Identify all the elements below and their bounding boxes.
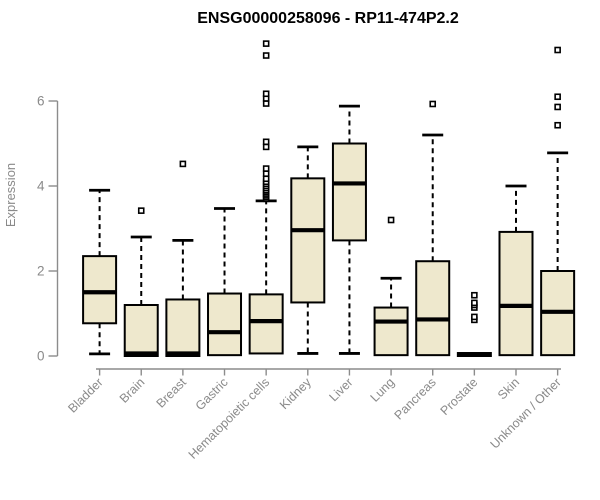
box-prostate [456, 291, 492, 357]
outlier-point [262, 100, 270, 107]
x-category-label: Brain [117, 375, 148, 406]
box-gastric [207, 207, 243, 357]
outlier-point [262, 165, 270, 172]
y-axis: 0 2 4 6 [37, 94, 59, 364]
y-tick-label: 2 [37, 264, 45, 279]
outlier-point [262, 90, 270, 98]
box-hematopoietic-cells [248, 40, 284, 355]
iqr-box [415, 260, 451, 357]
iqr-box [207, 292, 243, 357]
outlier-point [387, 216, 395, 224]
outlier-point [262, 40, 270, 47]
iqr-box [373, 306, 409, 357]
box-bladder [82, 188, 118, 356]
y-axis-title: Expression [3, 163, 18, 227]
box-unknown-other [540, 46, 576, 357]
outlier-point [179, 160, 187, 168]
x-category-label: Gastric [193, 375, 231, 413]
iqr-box [331, 142, 367, 242]
outlier-point [554, 121, 561, 129]
chart-title: ENSG00000258096 - RP11-474P2.2 [197, 10, 459, 27]
outlier-point [554, 103, 561, 111]
outlier-point [262, 170, 270, 177]
outlier-point [471, 291, 478, 299]
x-category-label: Prostate [438, 375, 481, 418]
plot-area [82, 40, 576, 358]
box-kidney [290, 145, 326, 355]
x-category-label: Hematopoietic cells [186, 375, 273, 462]
outlier-point [262, 175, 270, 183]
outlier-point [262, 138, 270, 146]
y-tick-label: 0 [37, 349, 45, 364]
x-category-label: Skin [495, 375, 522, 402]
box-pancreas [415, 100, 451, 357]
outlier-point [262, 143, 270, 151]
outlier-point [471, 313, 478, 321]
x-category-label: Pancreas [392, 375, 439, 422]
y-tick-label: 4 [37, 179, 45, 194]
x-category-label: Breast [154, 375, 190, 411]
outlier-point [262, 52, 270, 59]
x-category-label: Liver [327, 375, 356, 404]
outlier-point [554, 46, 561, 54]
outlier-point [137, 207, 145, 214]
iqr-box [498, 230, 534, 357]
x-category-label: Unknown / Other [488, 375, 564, 451]
x-category-label: Kidney [277, 375, 314, 412]
iqr-box [248, 293, 284, 355]
box-liver [331, 104, 367, 355]
box-brain [123, 207, 159, 357]
outlier-point [471, 299, 478, 307]
y-tick-label: 6 [37, 94, 45, 109]
box-lung [373, 216, 409, 357]
iqr-box [123, 304, 159, 357]
outlier-point [554, 93, 561, 101]
outlier-point [429, 100, 437, 108]
iqr-box [82, 255, 118, 325]
x-category-label: Lung [368, 375, 398, 405]
box-breast [165, 160, 201, 358]
iqr-box [290, 177, 326, 304]
iqr-box [165, 298, 201, 358]
box-skin [498, 184, 534, 357]
x-category-label: Bladder [65, 375, 105, 415]
